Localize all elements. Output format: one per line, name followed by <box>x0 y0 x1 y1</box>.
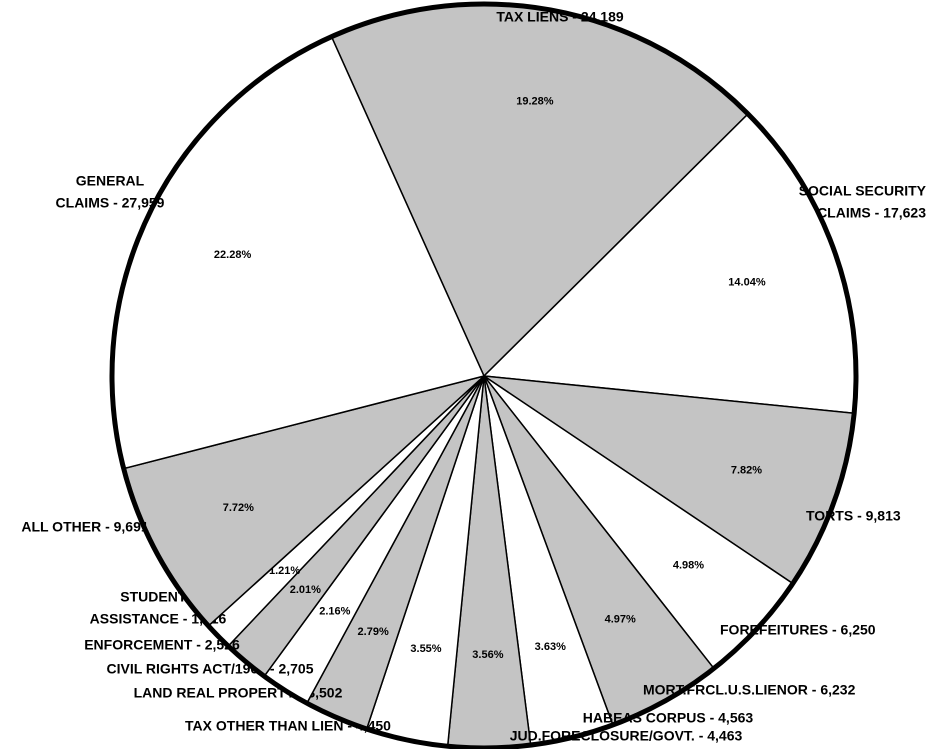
slice-label: ALL OTHER - 9,691 <box>21 519 149 535</box>
slice-label: ENFORCEMENT - 2,526 <box>84 637 240 653</box>
slice-percent: 7.72% <box>223 502 254 514</box>
slice-label: TORTS - 9,813 <box>806 508 901 524</box>
slice-label: CLAIMS - 17,623 <box>817 205 926 221</box>
slice-label: CIVIL RIGHTS ACT/1964 - 2,705 <box>107 661 314 677</box>
pie-outline <box>109 1 859 749</box>
slice-label: FOREFEITURES - 6,250 <box>720 622 876 638</box>
slice-percent: 2.16% <box>319 606 350 618</box>
slice-percent: 7.82% <box>731 465 762 477</box>
slice-label: SOCIAL SECURITY <box>799 183 927 199</box>
slice-percent: 4.97% <box>605 613 636 625</box>
slice-percent: 2.01% <box>290 584 321 596</box>
slice-percent: 19.28% <box>516 96 554 108</box>
slice-percent: 3.63% <box>535 641 566 653</box>
slice-label: ASSISTANCE - 1,516 <box>90 611 227 627</box>
slice-label: HABEAS CORPUS - 4,563 <box>583 710 754 726</box>
slice-label: GENERAL <box>76 173 145 189</box>
slice-percent: 4.98% <box>673 560 704 572</box>
slice-label: STUDENTS <box>120 589 195 605</box>
slice-percent: 2.79% <box>358 626 389 638</box>
slice-percent: 22.28% <box>214 249 252 261</box>
slice-label: TAX OTHER THAN LIEN - 4,450 <box>185 718 391 734</box>
slice-percent: 3.56% <box>472 649 503 661</box>
slice-label: MORT.FRCL.U.S.LIENOR - 6,232 <box>643 682 856 698</box>
slice-label: CLAIMS - 27,959 <box>56 195 165 211</box>
slice-percent: 3.55% <box>410 643 441 655</box>
slice-percent: 14.04% <box>728 277 766 289</box>
slice-percent: 1.21% <box>269 565 300 577</box>
